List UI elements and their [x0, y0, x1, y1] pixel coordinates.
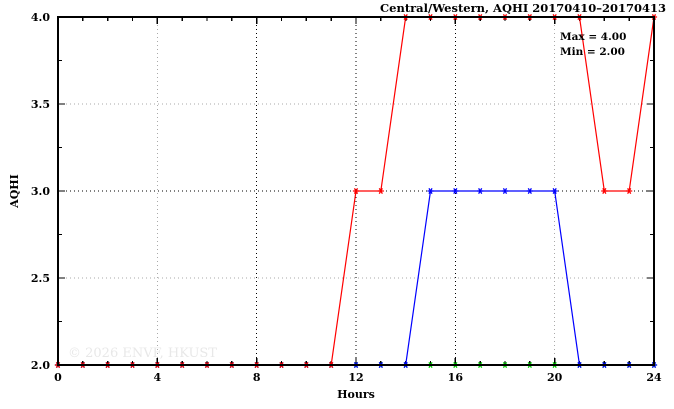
series-blue-marker — [477, 187, 484, 195]
series-blue-marker — [501, 187, 509, 195]
y-tick-label: 2.5 — [31, 272, 50, 285]
y-tick-label: 3.0 — [31, 185, 50, 198]
series-red-marker — [626, 187, 633, 195]
watermark-text: © 2026 ENVF, HKUST — [68, 346, 217, 361]
plot-frame-overlay — [57, 16, 655, 366]
y-axis-title: AQHI — [8, 174, 21, 209]
axis-tick-labels: 0 4 8 12 16 20 24 2.0 2.5 3.0 3.5 4.0 — [31, 11, 662, 384]
y-tick-label: 4.0 — [31, 11, 50, 24]
series-red-marker — [377, 187, 384, 195]
x-axis-title: Hours — [337, 388, 375, 401]
series-red-marker — [601, 187, 608, 195]
series-blue-marker — [551, 187, 558, 195]
chart-title: Central/Western, AQHI 20170410–20170413 — [380, 1, 666, 15]
annotation-max: Max = 4.00 — [560, 31, 626, 43]
x-tick-label: 24 — [646, 371, 662, 384]
series-blue-marker — [526, 187, 533, 195]
x-tick-label: 4 — [154, 371, 162, 384]
x-tick-label: 0 — [54, 371, 62, 384]
minmax-annotation: Max = 4.00 Min = 2.00 — [560, 31, 626, 58]
y-tick-label: 3.5 — [31, 98, 50, 111]
x-tick-label: 16 — [448, 371, 464, 384]
series-blue-marker — [427, 187, 434, 195]
x-tick-label: 12 — [348, 371, 363, 384]
series-red-marker — [352, 187, 360, 195]
watermark: © 2026 ENVF, HKUST — [68, 346, 217, 361]
x-tick-label: 20 — [547, 371, 563, 384]
y-tick-label: 2.0 — [31, 359, 50, 372]
x-tick-label: 8 — [253, 371, 261, 384]
annotation-min: Min = 2.00 — [560, 46, 625, 58]
series-blue-marker — [452, 187, 459, 195]
